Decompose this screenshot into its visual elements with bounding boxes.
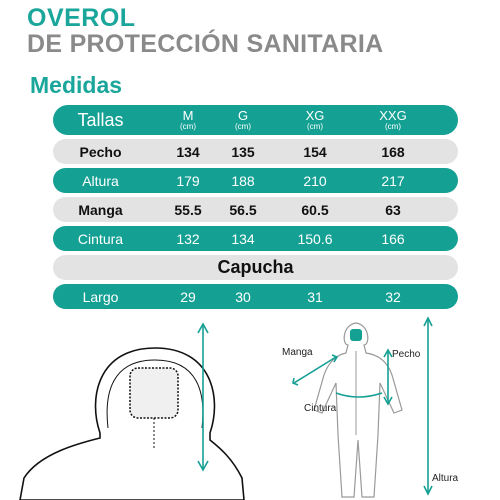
hood-outline (19, 347, 245, 500)
cell-value: 217 (381, 172, 405, 189)
row-label: Cintura (77, 230, 124, 247)
row-label: Manga (78, 201, 123, 218)
cell-value: 135 (231, 143, 255, 160)
table-section-capucha: Capucha (53, 255, 458, 280)
size-name: G (237, 108, 249, 123)
cell-value: 134 (231, 230, 255, 247)
cell-value: 179 (176, 172, 200, 189)
manga-arrow-tail (292, 377, 299, 386)
manga-arrow (293, 356, 337, 384)
header-label: Tallas (77, 109, 124, 130)
header-size-xxg: XXG (cm) (353, 105, 433, 135)
table-row-largo: Largo 29 30 31 32 (53, 284, 458, 309)
row-label: Largo (82, 288, 119, 305)
cell-value: 31 (307, 288, 323, 305)
cell-value: 150.6 (297, 230, 333, 247)
arrow-head-top (197, 322, 209, 334)
cell-value: 210 (303, 172, 327, 189)
cell-value: 134 (176, 143, 200, 160)
header-size-xg: XG (cm) (275, 105, 355, 135)
table-row-manga: Manga 55.5 56.5 60.5 63 (53, 197, 458, 222)
size-name: M (182, 108, 194, 123)
cell-value: 55.5 (174, 201, 202, 218)
size-name: XXG (379, 108, 407, 123)
cell-value: 32 (385, 288, 401, 305)
size-table: Tallas M (cm) G (cm) XG (cm) XXG (cm) Pe… (53, 105, 458, 313)
manga-arrow-head (331, 354, 339, 363)
cintura-arrow (335, 392, 383, 398)
cell-value: 168 (381, 143, 405, 160)
table-row-cintura: Cintura 132 134 150.6 166 (53, 226, 458, 251)
cell-value: 30 (235, 288, 251, 305)
face-mask (350, 329, 362, 341)
pecho-arrow-head-bottom (383, 396, 393, 406)
section-title-medidas: Medidas (30, 72, 123, 98)
face-opening (129, 367, 179, 419)
hood-inner-line (106, 359, 204, 429)
table-row-altura: Altura 179 188 210 217 (53, 168, 458, 193)
label-manga: Manga (282, 347, 313, 358)
cell-value: 60.5 (301, 201, 329, 218)
size-unit: (cm) (235, 122, 251, 131)
cell-value: 188 (231, 172, 255, 189)
cell-value: 154 (303, 143, 327, 160)
cell-value: 56.5 (229, 201, 257, 218)
pecho-arrow-head-top (383, 348, 393, 358)
size-unit: (cm) (180, 122, 196, 131)
suit-diagram: Manga Pecho Cintura Altura (282, 316, 459, 498)
label-pecho: Pecho (392, 349, 421, 360)
row-label: Pecho (79, 143, 122, 160)
label-altura: Altura (432, 473, 459, 484)
arrow-head-bottom (197, 460, 209, 472)
cell-value: 29 (180, 288, 196, 305)
header-size-m: M (cm) (148, 105, 228, 135)
header-size-g: G (cm) (203, 105, 283, 135)
hood-diagram (19, 322, 245, 500)
table-header-row: Tallas M (cm) G (cm) XG (cm) XXG (cm) (53, 105, 458, 135)
row-label: Altura (82, 172, 119, 189)
title-line-2: DE PROTECCIÓN SANITARIA (27, 30, 384, 58)
size-unit: (cm) (385, 122, 401, 131)
altura-arrow-head-top (423, 316, 433, 327)
label-cintura: Cintura (304, 403, 337, 414)
cell-value: 63 (385, 201, 401, 218)
size-name: XG (305, 108, 325, 123)
size-unit: (cm) (307, 122, 323, 131)
section-label: Capucha (217, 257, 294, 277)
altura-arrow-head-bottom (423, 485, 433, 496)
cell-value: 166 (381, 230, 405, 247)
table-row-pecho: Pecho 134 135 154 168 (53, 139, 458, 164)
title-line-1: OVEROL (27, 4, 136, 32)
cell-value: 132 (176, 230, 200, 247)
